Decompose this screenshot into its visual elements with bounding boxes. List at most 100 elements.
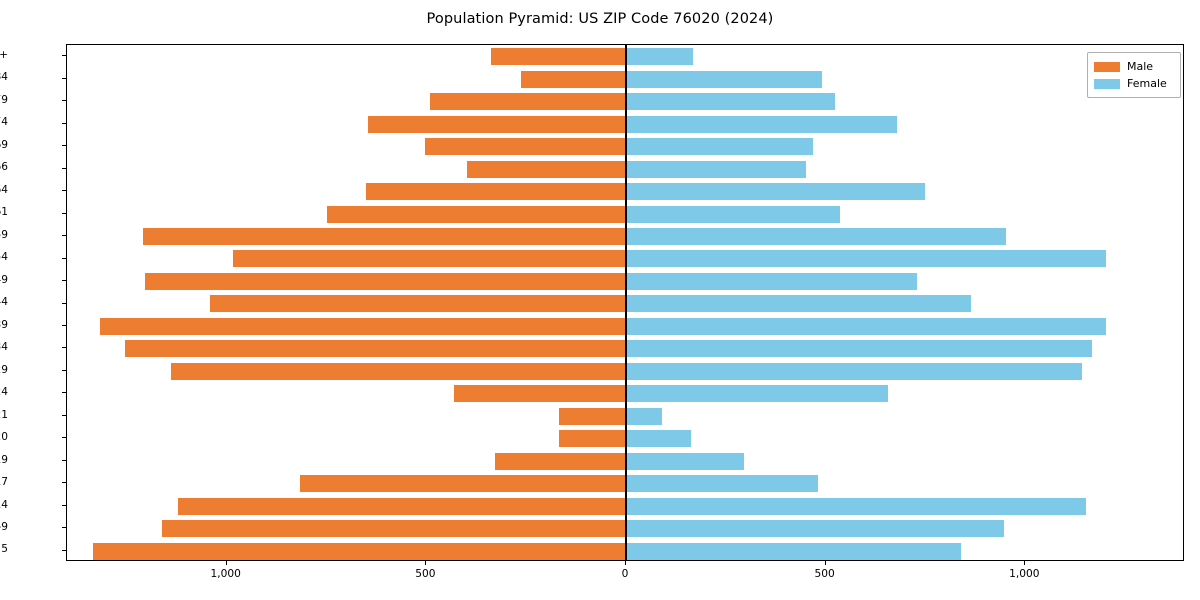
y-axis-tick-label: 22-24	[0, 386, 8, 399]
y-axis-tick-mark	[62, 167, 66, 169]
y-axis-tick-mark	[62, 190, 66, 192]
bar-female-under-5	[626, 542, 961, 560]
y-axis-tick-mark	[62, 100, 66, 102]
y-axis-tick-label: 35-39	[0, 318, 8, 331]
legend-label: Male	[1127, 60, 1154, 73]
y-axis-tick-mark	[62, 482, 66, 484]
bar-male-20	[558, 430, 626, 448]
y-axis-tick-mark	[62, 212, 66, 214]
plot-inner	[67, 45, 1183, 560]
y-axis-tick-label: 50-54	[0, 251, 8, 264]
y-axis-tick-mark	[62, 527, 66, 529]
legend-entry-male[interactable]: Male	[1094, 58, 1174, 75]
bar-male-65-66	[467, 160, 626, 178]
y-axis-tick-label: 65-66	[0, 161, 8, 174]
bar-male-75-79	[430, 93, 626, 111]
bar-row	[67, 157, 1183, 179]
y-axis-tick-mark	[62, 549, 66, 551]
y-axis-tick-label: 62-64	[0, 183, 8, 196]
y-axis-tick-label: 55-59	[0, 228, 8, 241]
bar-male-15-17	[299, 475, 626, 493]
bar-female-35-39	[626, 317, 1106, 335]
plot-area	[66, 44, 1184, 561]
x-axis-tick-mark	[824, 561, 826, 565]
x-axis-tick-mark	[225, 561, 227, 565]
bar-female-65-66	[626, 160, 807, 178]
y-axis-tick-label: 21	[0, 408, 8, 421]
y-axis-tick-label: 70-74	[0, 116, 8, 129]
bar-row	[67, 202, 1183, 224]
bar-female-21	[626, 407, 662, 425]
bar-row	[67, 382, 1183, 404]
bar-female-55-59	[626, 228, 1006, 245]
y-axis-tick-mark	[62, 55, 66, 57]
bar-male-21	[558, 407, 626, 425]
bar-female-25-29	[626, 362, 1082, 380]
bar-row	[67, 135, 1183, 157]
bar-female-75-79	[626, 93, 835, 111]
bar-row	[67, 315, 1183, 337]
bar-male-45-49	[145, 272, 626, 290]
bar-male-18-19	[495, 452, 626, 470]
y-axis-tick-label: Under 5	[0, 543, 8, 556]
bar-male-10-14	[177, 497, 626, 515]
y-axis-tick-mark	[62, 280, 66, 282]
y-axis-tick-mark	[62, 257, 66, 259]
bar-female-62-64	[626, 183, 925, 201]
bar-female-18-19	[626, 452, 745, 470]
bar-male-35-39	[100, 317, 626, 335]
bar-row	[67, 45, 1183, 67]
legend-swatch-icon	[1094, 78, 1120, 89]
x-axis-tick-mark	[1024, 561, 1026, 565]
y-axis-tick-label: 10-14	[0, 498, 8, 511]
bar-male-50-54	[232, 250, 626, 268]
y-axis-tick-mark	[62, 369, 66, 371]
bar-male-62-64	[366, 183, 626, 201]
bar-female-50-54	[626, 250, 1106, 268]
y-axis-tick-label: 5-9	[0, 520, 8, 533]
y-axis-tick-mark	[62, 145, 66, 147]
y-axis-tick-mark	[62, 77, 66, 79]
y-axis-tick-mark	[62, 437, 66, 439]
bar-row	[67, 225, 1183, 247]
y-axis-tick-label: 45-49	[0, 273, 8, 286]
x-axis-tick-label: 500	[814, 568, 835, 580]
bar-row	[67, 67, 1183, 89]
bar-male-67-69	[425, 138, 626, 156]
y-axis-tick-label: 20	[0, 431, 8, 444]
legend-label: Female	[1127, 77, 1167, 90]
bar-male-60-61	[327, 205, 626, 223]
bar-female-20	[626, 430, 691, 448]
bar-row	[67, 360, 1183, 382]
y-axis-tick-label: 60-61	[0, 206, 8, 219]
zero-axis-line	[625, 45, 627, 560]
y-axis-tick-label: 75-79	[0, 93, 8, 106]
y-axis-tick-mark	[62, 504, 66, 506]
y-axis-tick-mark	[62, 414, 66, 416]
y-axis-tick-label: 18-19	[0, 453, 8, 466]
bar-female-85-	[626, 48, 694, 66]
y-axis-tick-label: 30-34	[0, 341, 8, 354]
bar-row	[67, 90, 1183, 112]
bar-female-30-34	[626, 340, 1093, 358]
x-axis-tick-mark	[625, 561, 626, 565]
bar-row	[67, 180, 1183, 202]
x-axis-tick-label: 1,000	[1009, 568, 1040, 580]
legend-entry-female[interactable]: Female	[1094, 75, 1174, 92]
bar-male-85-	[491, 48, 626, 66]
y-axis-tick-mark	[62, 235, 66, 237]
y-axis-tick-label: 67-69	[0, 138, 8, 151]
bar-male-under-5	[92, 542, 626, 560]
y-axis-tick-label: 85+	[0, 48, 8, 61]
x-axis-tick-label: 1,000	[210, 568, 241, 580]
bar-female-10-14	[626, 497, 1086, 515]
y-axis-tick-mark	[62, 302, 66, 304]
bar-row	[67, 427, 1183, 449]
x-axis-tick-label: 0	[621, 568, 629, 580]
bar-female-5-9	[626, 520, 1004, 538]
bar-male-70-74	[367, 115, 626, 133]
y-axis-tick-label: 40-44	[0, 296, 8, 309]
y-axis-tick-label: 80-84	[0, 71, 8, 84]
y-axis-tick-label: 25-29	[0, 363, 8, 376]
bar-female-80-84	[626, 70, 822, 88]
